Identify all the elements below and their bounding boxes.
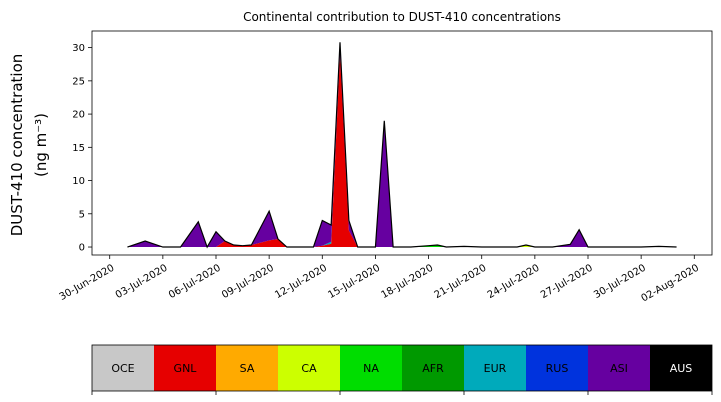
x-tick-label: 21-Jul-2020 xyxy=(433,263,489,302)
legend-label-oce: OCE xyxy=(111,362,134,375)
area-afr xyxy=(127,54,677,248)
y-axis-label-line1: DUST-410 concentration xyxy=(8,54,26,237)
x-tick-label: 06-Jul-2020 xyxy=(167,263,223,302)
legend-label-afr: AFR xyxy=(422,362,444,375)
chart-title: Continental contribution to DUST-410 con… xyxy=(243,10,561,24)
y-tick-label: 10 xyxy=(72,176,85,187)
x-tick-label: 12-Jul-2020 xyxy=(273,263,329,302)
legend-label-ca: CA xyxy=(301,362,317,375)
legend-label-aus: AUS xyxy=(670,362,693,375)
legend-swatch-sa xyxy=(216,345,278,391)
legend-label-eur: EUR xyxy=(484,362,507,375)
legend-swatch-afr xyxy=(402,345,464,391)
legend-swatch-rus xyxy=(526,345,588,391)
y-tick-label: 25 xyxy=(72,76,85,87)
legend-swatch-asi xyxy=(588,345,650,391)
plot-frame xyxy=(91,30,713,256)
legend-label-sa: SA xyxy=(240,362,255,375)
legend-label-na: NA xyxy=(363,362,379,375)
area-asi xyxy=(127,42,677,248)
axes-box xyxy=(91,30,713,256)
y-tick-label: 20 xyxy=(72,110,85,121)
x-tick-label: 02-Aug-2020 xyxy=(639,263,701,305)
legend-swatch-ca xyxy=(278,345,340,391)
x-axis: 30-Jun-202003-Jul-202006-Jul-202009-Jul-… xyxy=(58,255,701,304)
legend-label-asi: ASI xyxy=(610,362,628,375)
y-tick-label: 15 xyxy=(72,143,85,154)
legend-swatch-na xyxy=(340,345,402,391)
legend: OCE GNL SA CA NA AFR EUR RUS ASI AUS xyxy=(91,344,713,395)
y-tick-label: 5 xyxy=(79,209,85,220)
legend-label-rus: RUS xyxy=(546,362,569,375)
y-tick-label: 30 xyxy=(72,43,85,54)
x-tick-label: 03-Jul-2020 xyxy=(114,263,170,302)
y-axis-label: DUST-410 concentration (ng m⁻³) xyxy=(8,54,50,237)
x-tick-label: 09-Jul-2020 xyxy=(220,263,276,302)
legend-swatch-aus xyxy=(650,345,712,391)
area-na xyxy=(127,54,677,248)
legend-swatch-oce xyxy=(92,345,154,391)
legend-frame xyxy=(91,344,713,392)
area-eur xyxy=(127,54,677,248)
x-tick-label: 27-Jul-2020 xyxy=(539,263,595,302)
area-gnl xyxy=(127,54,677,248)
y-axis: 0 5 10 15 20 25 30 xyxy=(72,43,92,254)
x-tick-label: 18-Jul-2020 xyxy=(380,263,436,302)
legend-swatch-gnl xyxy=(154,345,216,391)
legend-swatch-eur xyxy=(464,345,526,391)
legend-label-gnl: GNL xyxy=(174,362,198,375)
area-series-group xyxy=(127,42,677,249)
x-tick-label: 15-Jul-2020 xyxy=(326,263,382,302)
y-axis-label-line2: (ng m⁻³) xyxy=(32,113,50,177)
area-aus xyxy=(127,42,677,248)
area-ca xyxy=(127,54,677,248)
y-tick-label: 0 xyxy=(79,243,85,254)
total-line xyxy=(127,42,677,249)
area-sa xyxy=(127,54,677,248)
x-tick-label: 24-Jul-2020 xyxy=(486,263,542,302)
x-tick-label: 30-Jun-2020 xyxy=(58,263,117,303)
area-rus xyxy=(127,54,677,248)
